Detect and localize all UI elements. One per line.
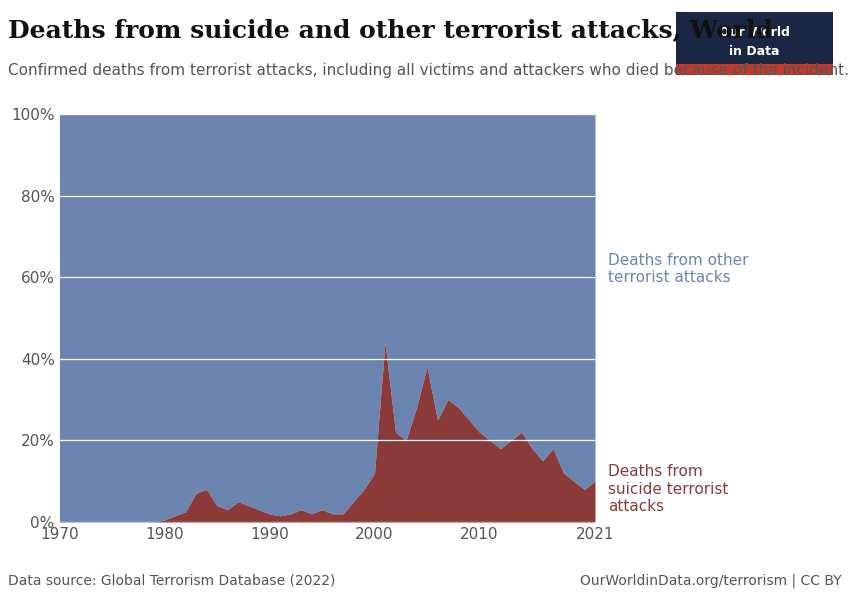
Text: Deaths from
suicide terrorist
attacks: Deaths from suicide terrorist attacks [608, 464, 728, 514]
Polygon shape [676, 64, 833, 75]
Text: Deaths from other
terrorist attacks: Deaths from other terrorist attacks [608, 253, 748, 285]
Text: Our World: Our World [719, 26, 790, 38]
Text: Confirmed deaths from terrorist attacks, including all victims and attackers who: Confirmed deaths from terrorist attacks,… [8, 63, 849, 78]
Text: Data source: Global Terrorism Database (2022): Data source: Global Terrorism Database (… [8, 574, 336, 588]
Polygon shape [676, 12, 833, 64]
Text: Deaths from suicide and other terrorist attacks, World: Deaths from suicide and other terrorist … [8, 18, 774, 42]
Text: in Data: in Data [729, 45, 779, 58]
Text: OurWorldinData.org/terrorism | CC BY: OurWorldinData.org/terrorism | CC BY [580, 574, 842, 588]
